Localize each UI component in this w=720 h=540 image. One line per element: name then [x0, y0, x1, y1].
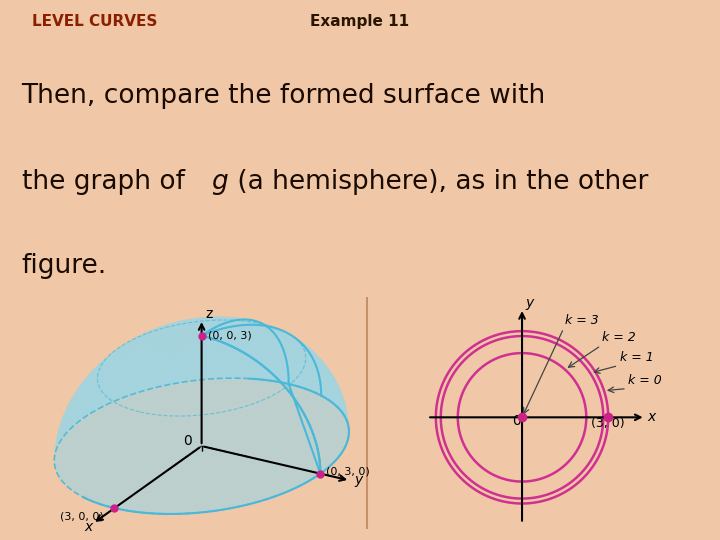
Text: 0: 0	[513, 414, 521, 428]
Text: (a hemisphere), as in the other: (a hemisphere), as in the other	[229, 169, 648, 195]
Text: k = 0: k = 0	[629, 374, 662, 387]
Text: the graph of: the graph of	[22, 169, 193, 195]
Text: z: z	[206, 307, 213, 321]
Text: x: x	[647, 410, 655, 424]
Text: (3, 0): (3, 0)	[591, 417, 625, 430]
Text: Example 11: Example 11	[310, 14, 410, 29]
Text: LEVEL CURVES: LEVEL CURVES	[32, 14, 158, 29]
Text: (0, 0, 3): (0, 0, 3)	[208, 330, 252, 340]
Text: g: g	[211, 169, 228, 195]
Text: Then, compare the formed surface with: Then, compare the formed surface with	[22, 83, 546, 109]
Text: k = 2: k = 2	[603, 331, 636, 344]
Text: k = 1: k = 1	[620, 351, 654, 364]
Text: (3, 0, 0): (3, 0, 0)	[60, 511, 104, 522]
Text: x: x	[85, 519, 93, 534]
Text: 0: 0	[183, 434, 192, 448]
Text: y: y	[525, 296, 533, 310]
Text: (0, 3, 0): (0, 3, 0)	[325, 467, 369, 477]
Text: k = 3: k = 3	[565, 314, 599, 327]
Text: figure.: figure.	[22, 253, 107, 279]
Text: y: y	[354, 473, 362, 487]
